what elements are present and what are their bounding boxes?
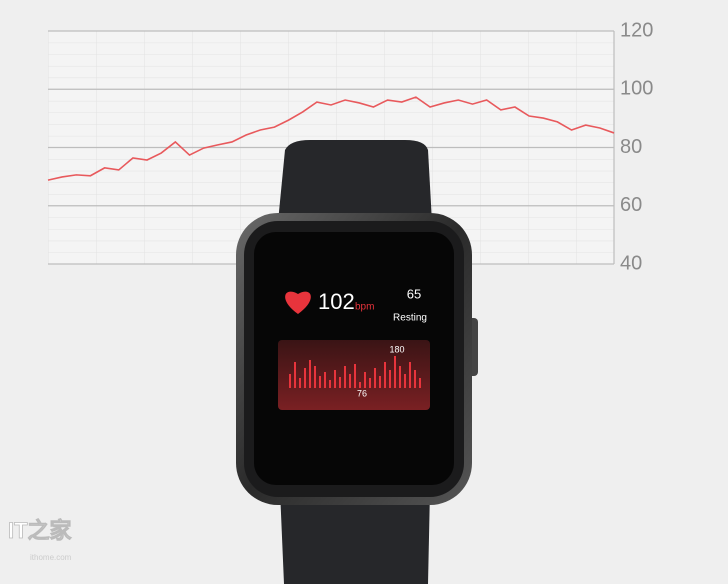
line-series — [47, 96, 615, 181]
unit: bpm — [355, 302, 374, 313]
strap-bottom — [280, 490, 430, 584]
watermark-logo: IT之家 — [8, 518, 73, 543]
heart-rate: 102 — [318, 289, 355, 314]
heart-icon — [285, 291, 311, 314]
y-tick-label: 100 — [620, 78, 653, 100]
resting-value: 65 — [407, 286, 421, 301]
graph-bars — [289, 356, 421, 388]
resting-label: Resting — [393, 313, 427, 324]
y-tick-label: 40 — [620, 252, 642, 274]
y-tick-label: 60 — [620, 194, 642, 216]
graph-max: 180 — [389, 344, 404, 354]
watermark-site: ithome.com — [30, 553, 72, 562]
chart: 40 60 80 100 120 — [47, 19, 653, 274]
strap-top — [278, 140, 432, 222]
watch: 102 bpm 65 Resting 180 76 — [236, 140, 478, 584]
y-tick-label: 120 — [620, 19, 653, 41]
graph-min: 76 — [357, 388, 367, 398]
y-tick-label: 80 — [620, 136, 642, 158]
